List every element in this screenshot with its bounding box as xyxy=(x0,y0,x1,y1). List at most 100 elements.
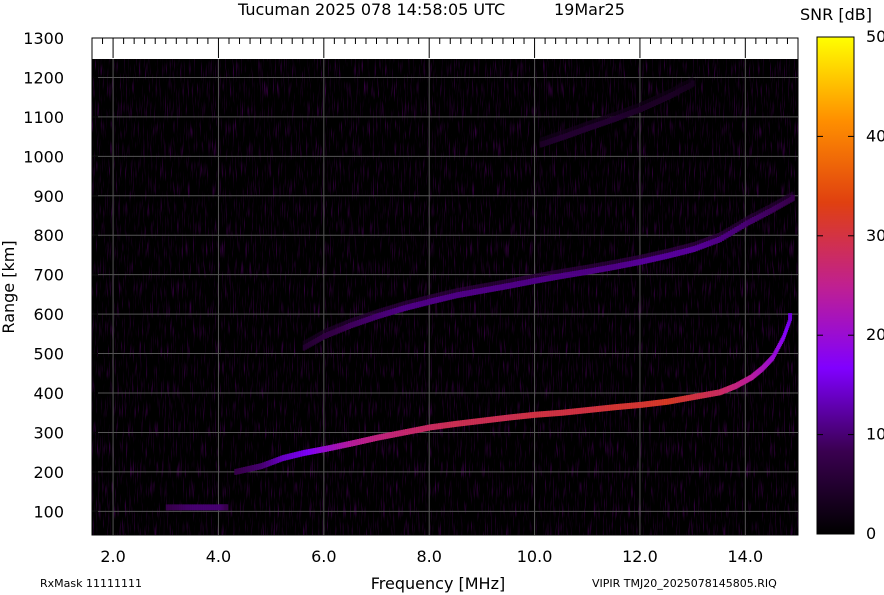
trace-cell xyxy=(677,396,681,403)
trace-cell xyxy=(538,411,542,418)
trace-cell xyxy=(716,236,720,243)
trace-cell xyxy=(293,452,297,459)
trace-cell xyxy=(426,424,430,431)
trace-cell xyxy=(341,325,345,332)
trace-halo xyxy=(315,333,318,338)
trace-halo xyxy=(670,247,674,252)
trace-halo xyxy=(563,129,567,134)
trace-cell xyxy=(192,504,196,511)
trace-cell xyxy=(697,393,701,400)
trace-cell xyxy=(596,266,600,273)
trace-cell xyxy=(431,424,435,431)
trace-halo xyxy=(567,267,571,272)
trace-halo xyxy=(326,327,330,332)
trace-cell xyxy=(387,432,391,439)
trace-halo xyxy=(466,286,470,291)
trace-halo xyxy=(668,89,672,94)
trace-cell xyxy=(426,299,430,306)
trace-halo xyxy=(666,248,670,253)
trace-cell xyxy=(543,140,546,147)
y-tick-label: 200 xyxy=(33,463,64,482)
trace-cell xyxy=(714,390,718,396)
trace-cell xyxy=(470,418,474,425)
trace-cell xyxy=(624,111,628,118)
trace-cell xyxy=(345,323,349,330)
trace-halo xyxy=(738,220,742,225)
trace-point xyxy=(790,194,795,201)
trace-cell xyxy=(539,141,543,148)
trace-cell xyxy=(258,463,262,470)
y-tick-label: 800 xyxy=(33,226,64,245)
trace-cell xyxy=(510,414,514,421)
trace-cell xyxy=(666,94,670,101)
trace-halo xyxy=(683,244,687,249)
trace-cell xyxy=(607,264,611,271)
trace-cell xyxy=(635,259,639,266)
trace-halo xyxy=(374,309,378,314)
trace-cell xyxy=(481,287,485,294)
trace-cell xyxy=(514,281,518,288)
trace-cell xyxy=(503,283,507,290)
trace-cell xyxy=(699,392,703,399)
trace-cell xyxy=(541,140,545,147)
trace-cell xyxy=(767,208,771,215)
trace-halo xyxy=(589,264,593,269)
trace-cell xyxy=(251,464,255,471)
trace-halo xyxy=(602,261,606,266)
trace-cell xyxy=(626,110,630,117)
trace-cell xyxy=(464,419,468,426)
trace-cell xyxy=(683,248,687,255)
trace-cell xyxy=(269,459,272,466)
trace-cell xyxy=(569,271,573,278)
trace-cell xyxy=(736,382,739,389)
trace-cell xyxy=(607,404,611,411)
trace-cell xyxy=(459,420,463,427)
trace-halo xyxy=(677,245,681,250)
trace-cell xyxy=(604,265,608,272)
trace-cell xyxy=(642,105,646,112)
trace-cell xyxy=(306,342,309,349)
trace-cell xyxy=(411,302,415,309)
trace-halo xyxy=(424,295,428,300)
trace-cell xyxy=(571,130,575,137)
trace-cell xyxy=(365,316,369,323)
trace-halo xyxy=(530,274,534,279)
trace-cell xyxy=(707,240,711,247)
trace-cell xyxy=(369,315,373,322)
trace-cell xyxy=(238,467,242,474)
trace-cell xyxy=(409,428,413,435)
trace-cell xyxy=(523,412,527,419)
trace-halo xyxy=(416,297,420,302)
trace-halo xyxy=(442,291,446,296)
trace-halo xyxy=(358,315,362,320)
trace-cell xyxy=(358,438,362,445)
trace-cell xyxy=(569,408,573,415)
trace-cell xyxy=(745,377,748,384)
trace-cell xyxy=(534,277,538,284)
trace-cell xyxy=(343,441,347,448)
trace-halo xyxy=(659,250,663,255)
trace-cell xyxy=(582,269,586,276)
trace-cell xyxy=(172,504,176,511)
trace-cell xyxy=(604,405,608,412)
trace-halo xyxy=(707,236,711,241)
trace-cell xyxy=(470,289,474,296)
trace-cell xyxy=(591,267,595,274)
trace-halo xyxy=(758,209,762,214)
trace-halo xyxy=(600,116,604,121)
trace-halo xyxy=(613,259,617,264)
trace-cell xyxy=(694,393,698,400)
trace-halo xyxy=(431,293,435,298)
trace-cell xyxy=(356,319,360,326)
trace-cell xyxy=(668,252,672,259)
trace-cell xyxy=(574,270,578,277)
trace-cell xyxy=(675,89,679,96)
trace-halo xyxy=(778,198,782,203)
trace-halo xyxy=(484,283,488,288)
trace-halo xyxy=(723,229,727,234)
trace-cell xyxy=(499,284,503,291)
trace-halo xyxy=(785,194,789,199)
trace-cell xyxy=(617,262,621,269)
trace-halo xyxy=(503,279,507,284)
trace-cell xyxy=(787,197,791,204)
